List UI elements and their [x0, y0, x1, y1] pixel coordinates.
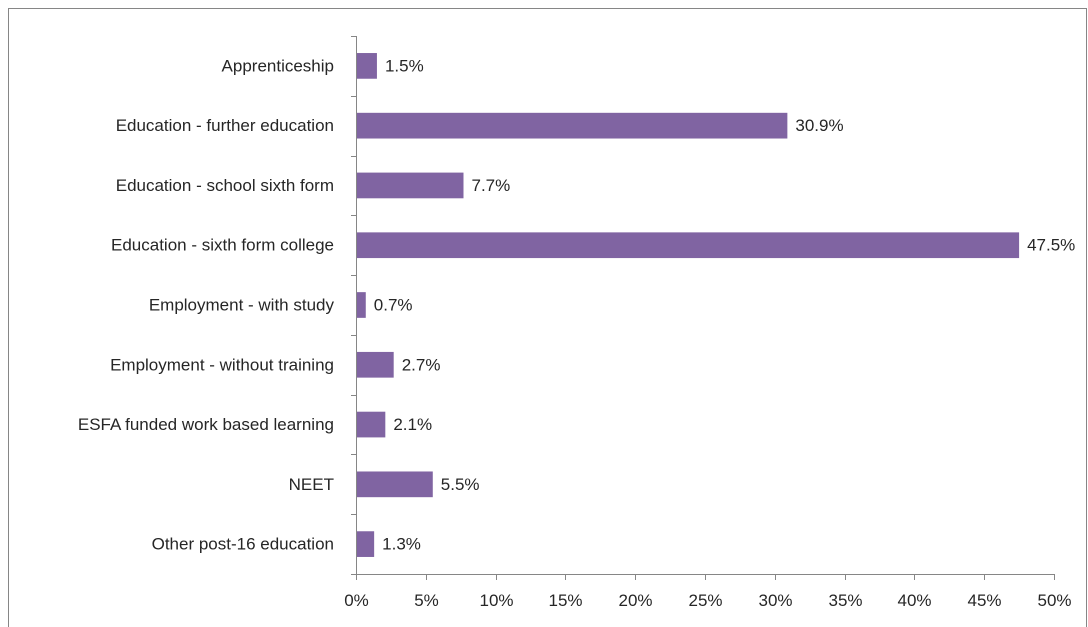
bar-8	[356, 471, 433, 498]
category-label-5: Employment - with study	[149, 296, 335, 315]
bar-5	[356, 292, 366, 318]
data-label-8: 5.5%	[441, 475, 480, 494]
data-label-7: 2.1%	[393, 415, 432, 434]
data-label-4: 47.5%	[1027, 236, 1075, 255]
x-tick-label-9: 45%	[967, 591, 1001, 610]
bar-4	[356, 232, 1020, 259]
bar-1	[356, 53, 377, 79]
category-label-1: Apprenticeship	[222, 56, 334, 75]
category-label-6: Employment - without training	[110, 355, 334, 374]
x-tick-label-10: 50%	[1037, 591, 1071, 610]
x-tick-label-1: 5%	[414, 591, 439, 610]
x-tick-label-8: 40%	[897, 591, 931, 610]
data-labels-group: 1.5% 30.9% 7.7% 47.5% 0.7% 2.7% 2.1% 5.5% 1.3%	[374, 56, 1076, 553]
x-tick-label-3: 15%	[548, 591, 582, 610]
data-label-5: 0.7%	[374, 296, 413, 315]
category-label-9: Other post-16 education	[152, 535, 334, 554]
data-label-6: 2.7%	[402, 355, 441, 374]
chart-border	[8, 8, 1087, 627]
data-label-2: 30.9%	[795, 116, 843, 135]
x-tick-labels-group: 0% 5% 10% 15% 20% 25% 30% 35% 40% 45% 50%	[344, 591, 1071, 610]
category-label-3: Education - school sixth form	[116, 176, 334, 195]
x-tick-label-0: 0%	[344, 591, 369, 610]
axes-group	[351, 36, 1055, 580]
category-label-8: NEET	[289, 475, 334, 494]
x-tick-label-4: 20%	[618, 591, 652, 610]
bar-6	[356, 351, 394, 378]
bar-7	[356, 411, 386, 438]
x-tick-label-7: 35%	[828, 591, 862, 610]
category-label-7: ESFA funded work based learning	[78, 415, 334, 434]
data-label-1: 1.5%	[385, 56, 424, 75]
x-tick-label-6: 30%	[758, 591, 792, 610]
category-labels-group: Apprenticeship Education - further educat…	[78, 56, 335, 553]
bar-9	[356, 531, 375, 557]
category-label-4: Education - sixth form college	[111, 236, 334, 255]
x-tick-label-2: 10%	[479, 591, 513, 610]
x-tick-label-5: 25%	[688, 591, 722, 610]
data-label-9: 1.3%	[382, 535, 421, 554]
bars-group	[356, 53, 1020, 557]
category-label-2: Education - further education	[116, 116, 334, 135]
bar-3	[356, 172, 464, 199]
bar-2	[356, 112, 788, 139]
data-label-3: 7.7%	[471, 176, 510, 195]
